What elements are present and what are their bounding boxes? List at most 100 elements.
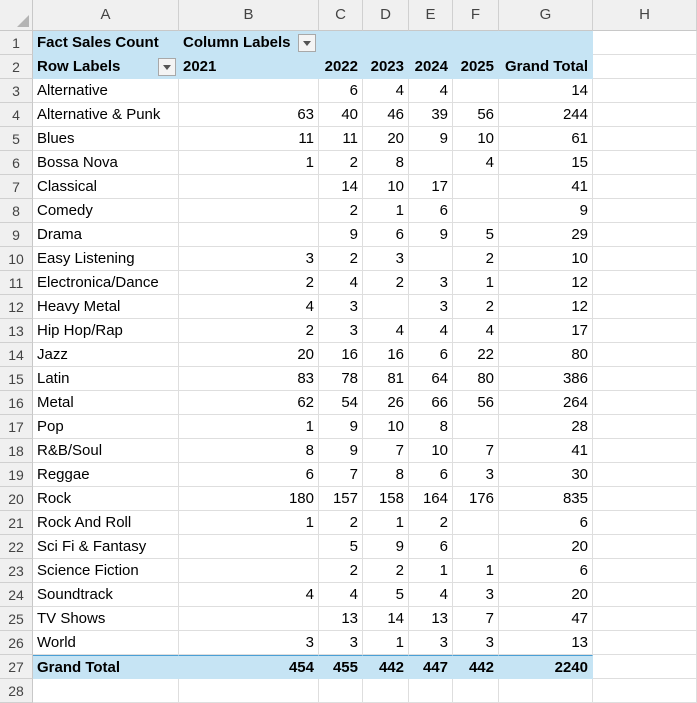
- value-cell[interactable]: 3: [319, 319, 363, 343]
- value-cell[interactable]: 4: [453, 151, 499, 175]
- row-total[interactable]: 264: [499, 391, 593, 415]
- value-cell[interactable]: 1: [409, 559, 453, 583]
- value-cell[interactable]: 1: [363, 631, 409, 655]
- row-total[interactable]: 12: [499, 295, 593, 319]
- pivot-header-fill[interactable]: [499, 31, 593, 55]
- row-header-17[interactable]: 17: [0, 415, 33, 439]
- grid-cell[interactable]: [593, 247, 697, 271]
- value-cell[interactable]: 3: [363, 247, 409, 271]
- grand-total-value[interactable]: 442: [453, 655, 499, 679]
- row-header-10[interactable]: 10: [0, 247, 33, 271]
- value-cell[interactable]: 11: [179, 127, 319, 151]
- select-all-corner[interactable]: [0, 0, 33, 31]
- year-header-2024[interactable]: 2024: [409, 55, 453, 79]
- value-cell[interactable]: [179, 79, 319, 103]
- row-total[interactable]: 20: [499, 583, 593, 607]
- value-cell[interactable]: 4: [453, 319, 499, 343]
- row-header-7[interactable]: 7: [0, 175, 33, 199]
- row-header-18[interactable]: 18: [0, 439, 33, 463]
- row-total[interactable]: 17: [499, 319, 593, 343]
- value-cell[interactable]: 3: [179, 631, 319, 655]
- row-total[interactable]: 386: [499, 367, 593, 391]
- value-cell[interactable]: [179, 199, 319, 223]
- genre-label[interactable]: Comedy: [33, 199, 179, 223]
- value-cell[interactable]: 6: [409, 463, 453, 487]
- grid-cell[interactable]: [33, 679, 179, 703]
- genre-label[interactable]: Rock: [33, 487, 179, 511]
- value-cell[interactable]: 8: [363, 463, 409, 487]
- grand-total-value[interactable]: 454: [179, 655, 319, 679]
- value-cell[interactable]: 7: [319, 463, 363, 487]
- grid-cell[interactable]: [409, 679, 453, 703]
- value-cell[interactable]: 3: [319, 295, 363, 319]
- row-total[interactable]: 20: [499, 535, 593, 559]
- value-cell[interactable]: 4: [409, 79, 453, 103]
- row-labels-filter-icon[interactable]: [158, 58, 176, 76]
- value-cell[interactable]: 157: [319, 487, 363, 511]
- value-cell[interactable]: 176: [453, 487, 499, 511]
- value-cell[interactable]: 80: [453, 367, 499, 391]
- row-total[interactable]: 9: [499, 199, 593, 223]
- value-cell[interactable]: [409, 151, 453, 175]
- value-cell[interactable]: 8: [409, 415, 453, 439]
- row-total[interactable]: 6: [499, 559, 593, 583]
- value-cell[interactable]: [179, 223, 319, 247]
- grid-cell[interactable]: [593, 439, 697, 463]
- row-header-23[interactable]: 23: [0, 559, 33, 583]
- value-cell[interactable]: 8: [179, 439, 319, 463]
- value-cell[interactable]: 17: [409, 175, 453, 199]
- value-cell[interactable]: 56: [453, 391, 499, 415]
- grid-cell[interactable]: [593, 559, 697, 583]
- grid-cell[interactable]: [593, 31, 697, 55]
- grid-cell[interactable]: [453, 679, 499, 703]
- grid-cell[interactable]: [593, 583, 697, 607]
- pivot-header-fill[interactable]: [453, 31, 499, 55]
- value-cell[interactable]: 180: [179, 487, 319, 511]
- pivot-title[interactable]: Fact Sales Count: [33, 31, 179, 55]
- value-cell[interactable]: 6: [363, 223, 409, 247]
- value-cell[interactable]: 13: [409, 607, 453, 631]
- value-cell[interactable]: 14: [363, 607, 409, 631]
- pivot-header-fill[interactable]: [363, 31, 409, 55]
- value-cell[interactable]: 3: [179, 247, 319, 271]
- value-cell[interactable]: 83: [179, 367, 319, 391]
- value-cell[interactable]: 16: [363, 343, 409, 367]
- grid-cell[interactable]: [593, 415, 697, 439]
- row-header-6[interactable]: 6: [0, 151, 33, 175]
- value-cell[interactable]: 3: [409, 631, 453, 655]
- value-cell[interactable]: 4: [319, 583, 363, 607]
- value-cell[interactable]: 8: [363, 151, 409, 175]
- row-header-4[interactable]: 4: [0, 103, 33, 127]
- row-total[interactable]: 41: [499, 439, 593, 463]
- row-header-13[interactable]: 13: [0, 319, 33, 343]
- value-cell[interactable]: [453, 511, 499, 535]
- row-header-16[interactable]: 16: [0, 391, 33, 415]
- grid-cell[interactable]: [593, 343, 697, 367]
- value-cell[interactable]: 6: [409, 343, 453, 367]
- value-cell[interactable]: 1: [363, 199, 409, 223]
- grid-cell[interactable]: [593, 391, 697, 415]
- grand-total-all[interactable]: 2240: [499, 655, 593, 679]
- value-cell[interactable]: 2: [319, 199, 363, 223]
- genre-label[interactable]: Hip Hop/Rap: [33, 319, 179, 343]
- value-cell[interactable]: 56: [453, 103, 499, 127]
- grid-cell[interactable]: [593, 271, 697, 295]
- genre-label[interactable]: Metal: [33, 391, 179, 415]
- value-cell[interactable]: 26: [363, 391, 409, 415]
- grid-cell[interactable]: [593, 127, 697, 151]
- row-header-27[interactable]: 27: [0, 655, 33, 679]
- value-cell[interactable]: 1: [179, 511, 319, 535]
- grid-cell[interactable]: [593, 487, 697, 511]
- value-cell[interactable]: 2: [363, 271, 409, 295]
- value-cell[interactable]: 66: [409, 391, 453, 415]
- value-cell[interactable]: 78: [319, 367, 363, 391]
- value-cell[interactable]: [179, 175, 319, 199]
- value-cell[interactable]: 6: [179, 463, 319, 487]
- value-cell[interactable]: 54: [319, 391, 363, 415]
- value-cell[interactable]: 3: [453, 583, 499, 607]
- value-cell[interactable]: 4: [363, 319, 409, 343]
- value-cell[interactable]: 5: [319, 535, 363, 559]
- row-total[interactable]: 12: [499, 271, 593, 295]
- value-cell[interactable]: [179, 535, 319, 559]
- value-cell[interactable]: 64: [409, 367, 453, 391]
